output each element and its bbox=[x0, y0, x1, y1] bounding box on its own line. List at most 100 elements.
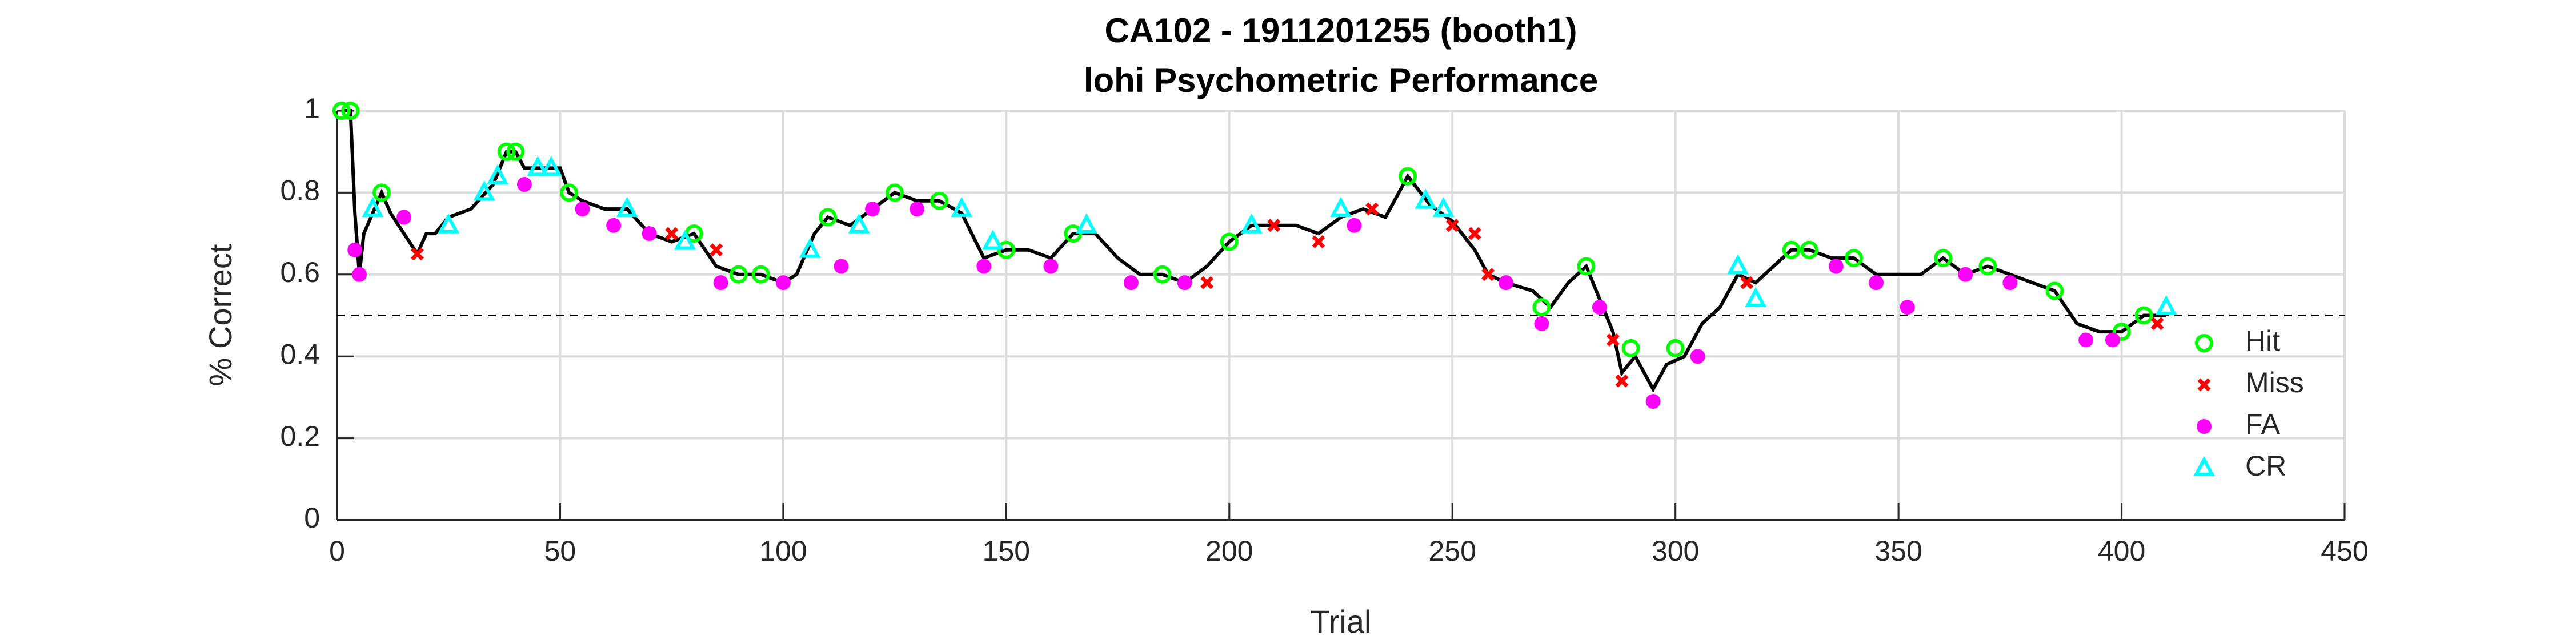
cr-marker bbox=[616, 196, 638, 218]
fa-marker bbox=[775, 275, 791, 291]
hit-marker bbox=[997, 240, 1016, 259]
legend-label: Hit bbox=[2245, 325, 2280, 357]
fa-marker bbox=[2105, 332, 2120, 348]
miss-marker bbox=[1267, 219, 1281, 232]
hit-marker bbox=[2134, 306, 2153, 325]
cr-marker bbox=[527, 156, 549, 176]
hit-marker bbox=[1845, 249, 1864, 268]
hit-marker bbox=[818, 208, 837, 227]
accuracy-line bbox=[341, 109, 2166, 393]
fa-marker bbox=[352, 267, 367, 282]
fa-marker bbox=[606, 218, 622, 233]
hit-marker bbox=[1621, 339, 1640, 357]
hit-marker bbox=[1934, 249, 1953, 268]
x-tick-label: 400 bbox=[2098, 535, 2145, 567]
hit-marker bbox=[1666, 339, 1685, 357]
cr-marker bbox=[362, 196, 384, 218]
hit-marker bbox=[1782, 240, 1801, 259]
x-tick-label: 250 bbox=[1429, 535, 1476, 567]
chart-subtitle: lohi Psychometric Performance bbox=[1084, 61, 1598, 99]
cr-marker bbox=[540, 156, 562, 176]
cr-marker bbox=[951, 196, 973, 218]
fa-marker bbox=[2078, 332, 2094, 348]
y-axis-label: % Correct bbox=[202, 244, 238, 386]
hit-marker bbox=[1978, 257, 1997, 276]
fa-marker bbox=[1869, 275, 1884, 291]
legend-label: CR bbox=[2245, 450, 2286, 482]
fa-marker bbox=[865, 202, 880, 217]
hit-marker bbox=[1800, 240, 1818, 259]
cr-marker bbox=[2155, 295, 2177, 316]
cr-marker bbox=[438, 213, 460, 234]
fa-marker bbox=[642, 226, 657, 242]
fa-marker bbox=[834, 259, 849, 274]
miss-marker bbox=[1740, 276, 1754, 289]
legend-label: Miss bbox=[2245, 367, 2304, 399]
hit-marker bbox=[930, 191, 949, 210]
x-tick-label: 350 bbox=[1874, 535, 1922, 567]
legend-marker bbox=[2197, 378, 2211, 392]
chart-title: CA102 - 1911201255 (booth1) bbox=[1104, 11, 1577, 50]
hit-marker bbox=[1220, 232, 1239, 251]
miss-marker bbox=[2150, 317, 2164, 331]
fa-marker bbox=[910, 202, 925, 217]
miss-marker bbox=[1615, 374, 1629, 388]
cr-marker bbox=[1432, 196, 1455, 218]
hit-marker bbox=[341, 102, 360, 120]
fa-marker bbox=[1347, 218, 1362, 233]
x-tick-label: 100 bbox=[759, 535, 807, 567]
y-tick-label: 0.8 bbox=[280, 175, 320, 207]
y-tick-label: 1 bbox=[304, 92, 320, 124]
miss-marker bbox=[1468, 227, 1481, 240]
hit-marker bbox=[2112, 323, 2131, 341]
cr-marker bbox=[1726, 254, 1749, 275]
miss-marker bbox=[1481, 268, 1495, 281]
miss-marker bbox=[1445, 219, 1459, 232]
fa-marker bbox=[1043, 259, 1059, 274]
x-tick-label: 200 bbox=[1205, 535, 1253, 567]
fa-marker bbox=[575, 202, 590, 217]
fa-marker bbox=[1958, 267, 1973, 282]
x-tick-label: 50 bbox=[544, 535, 576, 567]
cr-marker bbox=[981, 230, 1004, 250]
fa-marker bbox=[1645, 394, 1661, 409]
legend-marker bbox=[2197, 419, 2212, 434]
hit-marker bbox=[751, 265, 770, 284]
miss-marker bbox=[1200, 276, 1214, 289]
hit-marker bbox=[886, 183, 904, 202]
fa-marker bbox=[1534, 316, 1549, 331]
hit-marker bbox=[1399, 167, 1417, 186]
cr-marker bbox=[848, 213, 870, 234]
miss-marker bbox=[411, 247, 424, 261]
cr-marker bbox=[1075, 213, 1097, 234]
miss-marker bbox=[1365, 202, 1379, 216]
y-tick-label: 0 bbox=[304, 502, 320, 534]
cr-marker bbox=[799, 238, 821, 258]
x-tick-label: 150 bbox=[983, 535, 1030, 567]
hit-marker bbox=[1064, 224, 1083, 243]
hit-marker bbox=[497, 142, 516, 161]
fa-marker bbox=[396, 210, 412, 225]
x-tick-label: 300 bbox=[1652, 535, 1699, 567]
legend-marker bbox=[2195, 334, 2213, 352]
hit-marker bbox=[1577, 257, 1596, 276]
fa-marker bbox=[516, 177, 532, 192]
fa-marker bbox=[1123, 275, 1139, 291]
miss-marker bbox=[1312, 235, 1325, 248]
hit-marker bbox=[2045, 281, 2064, 300]
miss-marker bbox=[665, 227, 679, 240]
fa-marker bbox=[347, 242, 363, 257]
cr-marker bbox=[1415, 188, 1437, 209]
cr-marker bbox=[473, 180, 495, 201]
y-tick-label: 0.4 bbox=[280, 338, 320, 370]
legend-marker bbox=[2193, 456, 2216, 476]
hit-marker bbox=[729, 265, 748, 284]
y-tick-label: 0.6 bbox=[280, 256, 320, 288]
fa-marker bbox=[1828, 259, 1844, 274]
hit-marker bbox=[1153, 265, 1172, 284]
fa-marker bbox=[1177, 275, 1192, 291]
x-axis-label: Trial bbox=[1311, 603, 1372, 639]
cr-marker bbox=[1745, 287, 1767, 307]
